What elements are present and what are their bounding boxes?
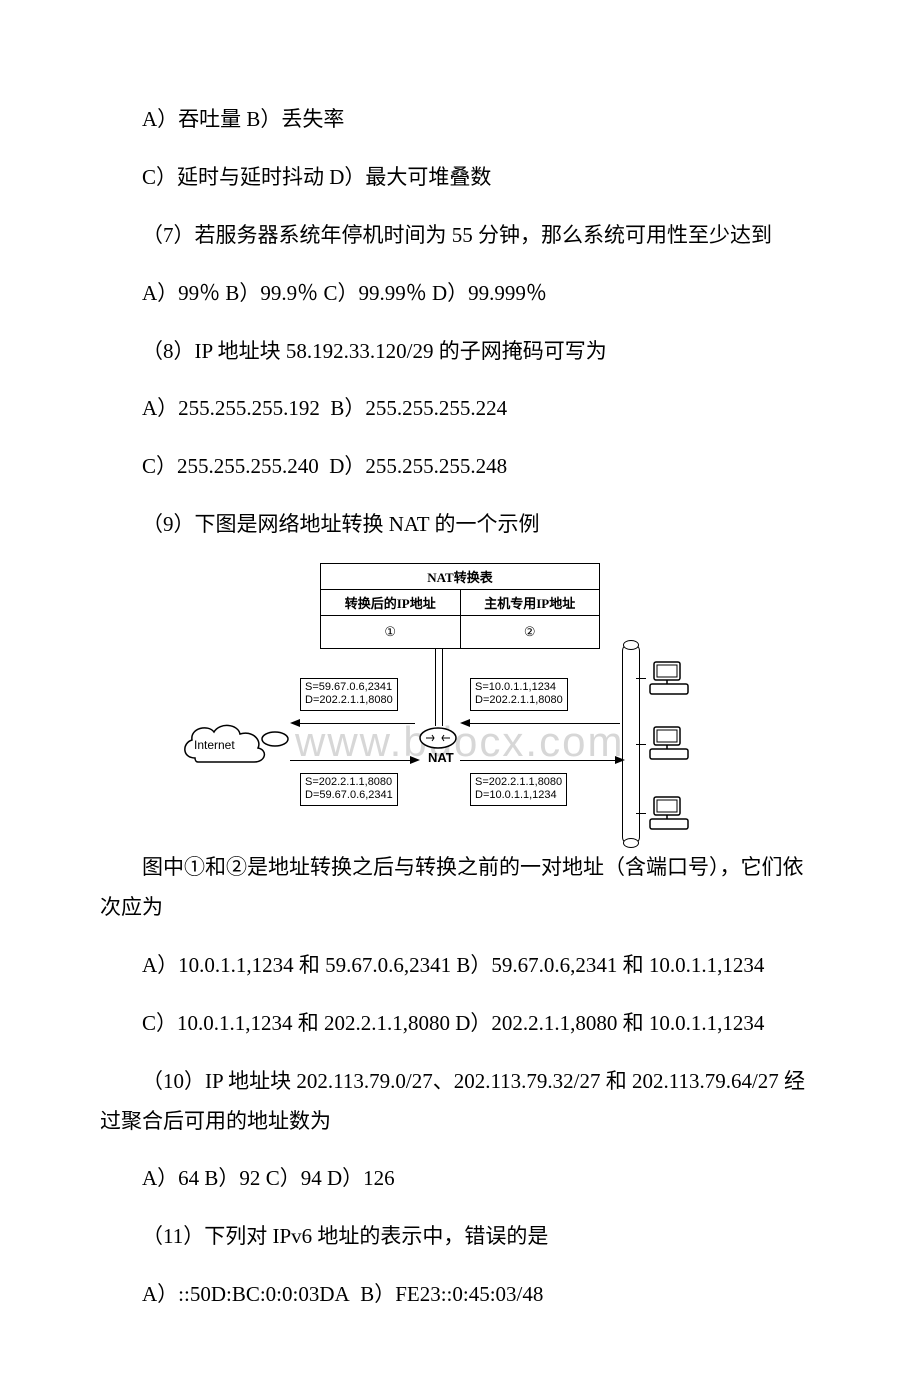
q8-stem: （8）IP 地址块 58.192.33.120/29 的子网掩码可写为 [100, 332, 820, 372]
q9-stem: （9）下图是网络地址转换 NAT 的一个示例 [100, 505, 820, 545]
nat-label: NAT [428, 750, 454, 765]
q8-opt-d: D）255.255.255.248 [329, 454, 507, 478]
vline-right [442, 648, 443, 726]
arrow-ur-head [460, 719, 470, 727]
document-page: A）吞吐量 B）丢失率 C）延时与延时抖动 D）最大可堆叠数 （7）若服务器系统… [0, 0, 920, 1393]
q6-opt-a: A）吞吐量 [142, 107, 241, 131]
q10-opt-d: D）126 [327, 1166, 395, 1190]
q8-options-ab: A）255.255.255.192 B）255.255.255.224 [100, 389, 820, 429]
nat-diagram: NAT转换表 转换后的IP地址 主机专用IP地址 ① ② www.bdocx.c… [240, 563, 680, 828]
q6-options-cd: C）延时与延时抖动 D）最大可堆叠数 [100, 158, 820, 198]
arrow-ll [290, 760, 410, 761]
nat-table-title: NAT转换表 [321, 564, 600, 590]
q9-options-cd: C）10.0.1.1,1234 和 202.2.1.1,8080 D）202.2… [100, 1004, 820, 1044]
q9-opt-d: D）202.2.1.1,8080 和 10.0.1.1,1234 [455, 1011, 764, 1035]
arrow-ul-head [290, 719, 300, 727]
q11-opt-a: A）::50D:BC:0:0:03DA [142, 1282, 350, 1306]
packet-lower-right: S=202.2.1.1,8080 D=10.0.1.1,1234 [470, 773, 567, 805]
q7-opt-d: D）99.999％ [432, 281, 547, 305]
q6-options-ab: A）吞吐量 B）丢失率 [100, 100, 820, 140]
packet-lower-left: S=202.2.1.1,8080 D=59.67.0.6,2341 [300, 773, 398, 805]
q7-stem: （7）若服务器系统年停机时间为 55 分钟，那么系统可用性至少达到 [100, 216, 820, 256]
edge-router-icon [260, 730, 290, 753]
nat-col1-header: 转换后的IP地址 [321, 590, 461, 616]
q11-stem: （11）下列对 IPv6 地址的表示中，错误的是 [100, 1217, 820, 1257]
nat-cell-2: ② [460, 616, 600, 649]
host-mid-icon [648, 723, 690, 765]
q7-options: A）99％ B）99.9％ C）99.99％ D）99.999％ [100, 274, 820, 314]
arrow-ul [300, 723, 415, 724]
nat-drawing: www.bdocx.com Internet [240, 648, 680, 828]
arrow-ll-head [410, 756, 420, 764]
internet-cloud-icon: Internet [180, 718, 270, 768]
vline-left [435, 648, 436, 726]
q7-opt-b: B）99.9％ [225, 281, 318, 305]
packet-upper-left: S=59.67.0.6,2341 D=202.2.1.1,8080 [300, 678, 398, 710]
arrow-ur [470, 723, 620, 724]
internet-label: Internet [194, 738, 235, 752]
q8-opt-a: A）255.255.255.192 [142, 396, 320, 420]
stub-mid [636, 744, 646, 745]
q9-opt-c: C）10.0.1.1,1234 和 202.2.1.1,8080 [142, 1011, 450, 1035]
q10-opt-a: A）64 [142, 1166, 199, 1190]
q10-stem: （10）IP 地址块 202.113.79.0/27、202.113.79.32… [100, 1062, 820, 1142]
q6-opt-c: C）延时与延时抖动 [142, 165, 324, 189]
nat-col2-header: 主机专用IP地址 [460, 590, 600, 616]
q6-opt-b: B）丢失率 [246, 107, 344, 131]
q10-opt-c: C）94 [266, 1166, 322, 1190]
q9-post: 图中①和②是地址转换之后与转换之前的一对地址（含端口号），它们依次应为 [100, 848, 820, 928]
nat-router-icon [418, 726, 458, 750]
q8-options-cd: C）255.255.255.240 D）255.255.255.248 [100, 447, 820, 487]
stub-top [636, 678, 646, 679]
nat-table: NAT转换表 转换后的IP地址 主机专用IP地址 ① ② [320, 563, 600, 649]
arrow-lr [460, 760, 615, 761]
q11-opt-b: B）FE23::0:45:03/48 [360, 1282, 543, 1306]
packet-upper-right: S=10.0.1.1,1234 D=202.2.1.1,8080 [470, 678, 568, 710]
q7-opt-a: A）99％ [142, 281, 220, 305]
q9-opt-a: A）10.0.1.1,1234 和 59.67.0.6,2341 [142, 953, 451, 977]
q8-opt-c: C）255.255.255.240 [142, 454, 319, 478]
host-top-icon [648, 658, 690, 700]
q10-options: A）64 B）92 C）94 D）126 [100, 1159, 820, 1199]
stub-bot [636, 813, 646, 814]
q9-opt-b: B）59.67.0.6,2341 和 10.0.1.1,1234 [456, 953, 764, 977]
nat-cell-1: ① [321, 616, 461, 649]
q11-options-ab: A）::50D:BC:0:0:03DA B）FE23::0:45:03/48 [100, 1275, 820, 1315]
q10-opt-b: B）92 [204, 1166, 260, 1190]
q9-options-ab: A）10.0.1.1,1234 和 59.67.0.6,2341 B）59.67… [100, 946, 820, 986]
arrow-lr-head [615, 756, 625, 764]
q8-opt-b: B）255.255.255.224 [330, 396, 507, 420]
q6-opt-d: D）最大可堆叠数 [329, 165, 491, 189]
host-bot-icon [648, 793, 690, 835]
q7-opt-c: C）99.99％ [323, 281, 426, 305]
